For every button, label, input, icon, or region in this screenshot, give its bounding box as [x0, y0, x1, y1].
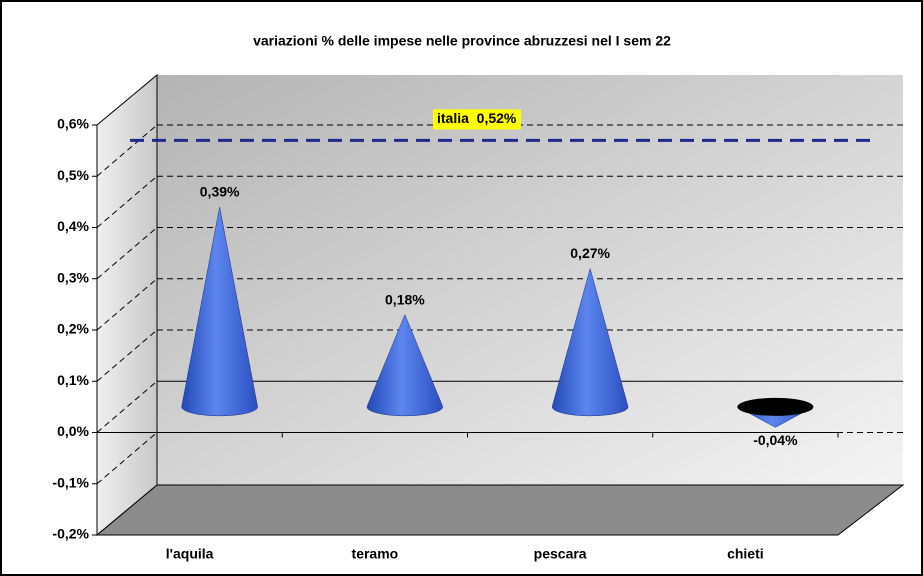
y-tick-label: -0,1% — [52, 474, 89, 490]
grid-line — [96, 175, 158, 228]
floor — [95, 484, 905, 536]
y-tick-label: 0,0% — [57, 423, 89, 439]
grid-line — [96, 329, 158, 382]
cone — [181, 206, 258, 417]
reference-label-bg — [433, 109, 521, 130]
cone — [366, 313, 444, 417]
x-tick-label: l'aquila — [166, 546, 214, 562]
y-tick-label: 0,4% — [57, 218, 89, 234]
y-tick-label: 0,2% — [57, 321, 89, 337]
cone — [551, 267, 629, 417]
x-tick-label: pescara — [534, 546, 587, 562]
value-label: 0,27% — [570, 245, 610, 261]
reference-label: italia 0,52% — [437, 110, 517, 126]
x-tick-label: chieti — [727, 546, 764, 562]
value-label: -0,04% — [753, 432, 798, 448]
grid-line — [96, 278, 158, 331]
y-tick-label: 0,1% — [57, 372, 89, 388]
y-tick-label: 0,3% — [57, 269, 89, 285]
grid-line — [96, 432, 158, 485]
x-tick-label: teramo — [352, 546, 399, 562]
value-label: 0,18% — [385, 291, 425, 307]
back-wall — [157, 75, 903, 485]
grid-line — [96, 380, 158, 433]
y-tick-label: 0,5% — [57, 167, 89, 183]
y-tick-label: 0,6% — [57, 116, 89, 132]
cone-base — [737, 397, 814, 416]
grid-line — [96, 227, 158, 280]
side-wall — [96, 73, 158, 537]
value-label: 0,39% — [200, 184, 240, 200]
grid-line — [96, 124, 158, 177]
y-tick-label: -0,2% — [52, 526, 89, 542]
chart-title: variazioni % delle impese nelle province… — [253, 33, 671, 49]
